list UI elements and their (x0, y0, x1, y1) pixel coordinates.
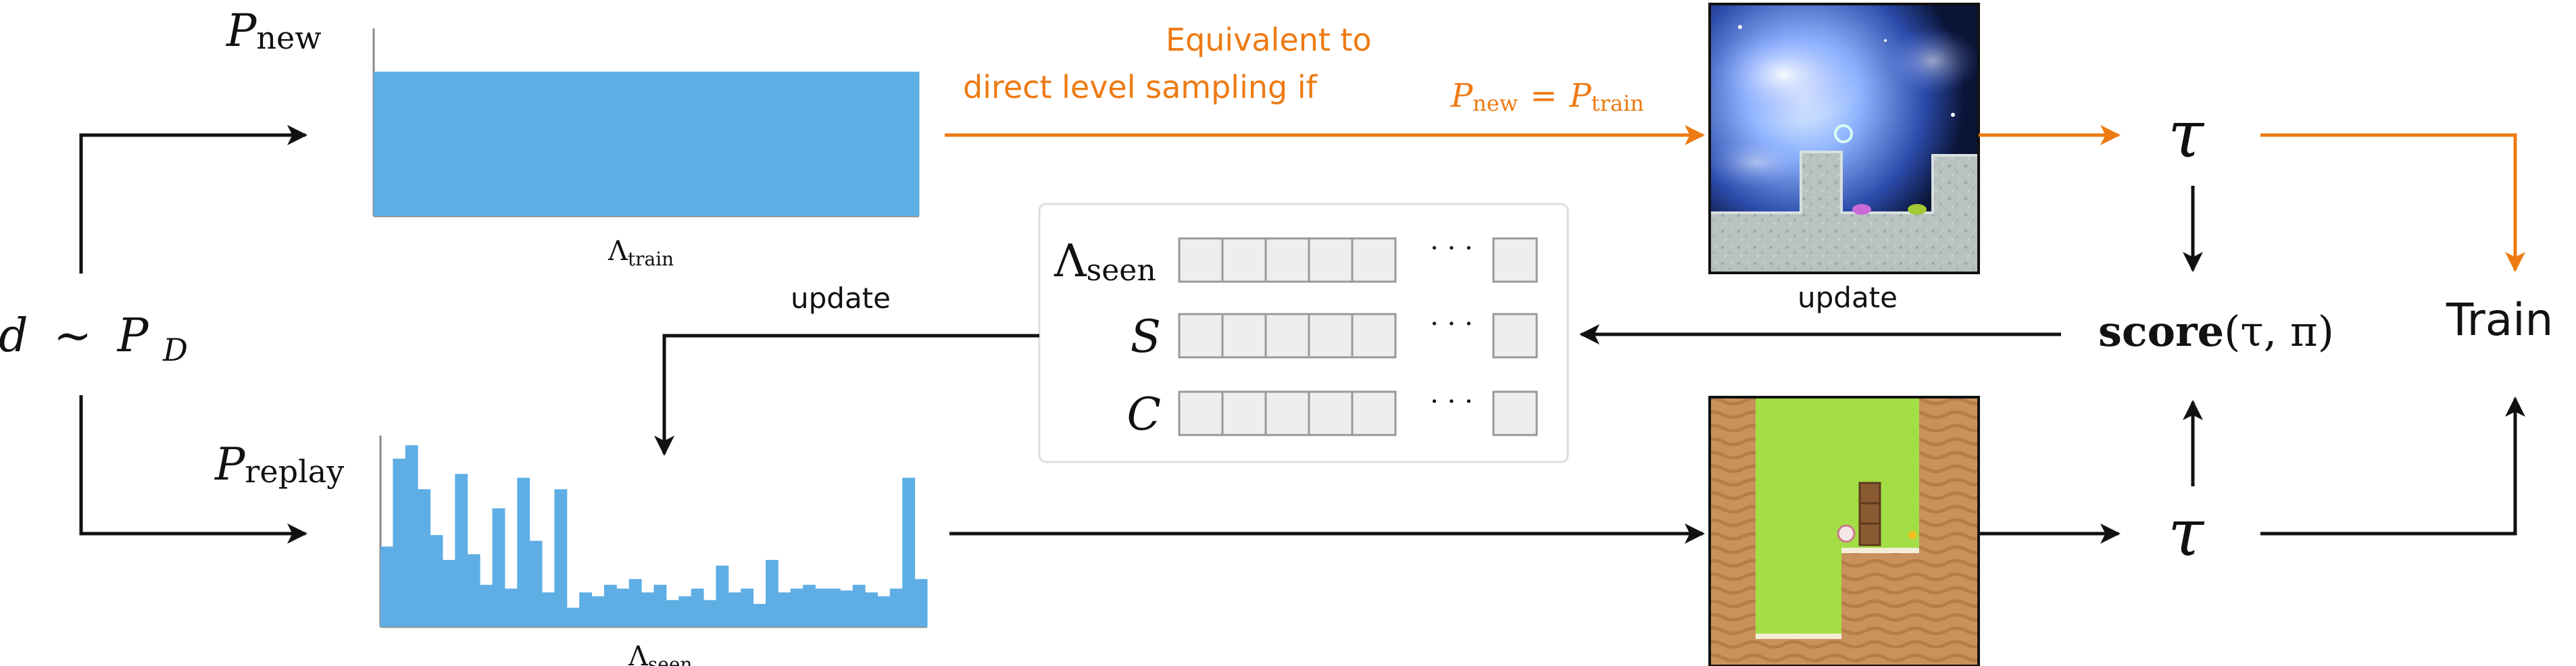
update-label-top: update (1798, 281, 1898, 314)
bar (653, 584, 667, 627)
bar (616, 588, 630, 627)
tau-top: τ (2168, 97, 2205, 172)
bar (492, 508, 505, 627)
source-distribution-label: d ∼ P D (0, 309, 188, 368)
bar (666, 600, 679, 627)
bar (542, 592, 555, 627)
arrow-to-preplay (79, 395, 307, 544)
level-buffer: Λseen · · · S · · · C · · · (1038, 203, 1569, 463)
preplay-chart: Preplay Λseen (214, 436, 928, 666)
bar (603, 584, 617, 627)
bar (517, 478, 530, 627)
equivalence-annotation: Equivalent to direct level sampling if P… (963, 22, 1644, 116)
buffer-cell (1264, 313, 1310, 359)
bar (703, 600, 716, 627)
bar (877, 596, 891, 627)
buffer-ellipsis: · · · (1430, 233, 1473, 264)
bar (529, 540, 543, 627)
buffer-cell (1351, 237, 1397, 283)
buffer-rows: Λseen · · · S · · · C · · · (1054, 233, 1538, 440)
buffer-ellipsis: · · · (1430, 309, 1473, 340)
train-label: Train (2446, 294, 2553, 346)
bar (753, 604, 766, 627)
bar (840, 590, 853, 627)
bar (914, 579, 928, 627)
bar (902, 478, 916, 627)
buffer-cell (1308, 390, 1354, 436)
buffer-cell (1351, 390, 1397, 436)
buffer-cell (1178, 237, 1224, 283)
bottom-level-image (1708, 396, 1980, 666)
buffer-cell (1221, 237, 1267, 283)
bar (827, 588, 841, 627)
preplay-label: Preplay (214, 438, 344, 490)
bar (765, 559, 778, 627)
bar (380, 546, 393, 627)
bar (442, 559, 455, 627)
bar (405, 445, 418, 627)
bar (641, 592, 654, 627)
buffer-cell (1264, 390, 1310, 436)
bar (504, 588, 518, 627)
buffer-cell (1308, 237, 1354, 283)
bar (374, 72, 920, 217)
buffer-cell (1308, 313, 1354, 359)
lambda-train-label: Λtrain (608, 236, 674, 270)
bar (480, 584, 493, 627)
bar (554, 489, 568, 627)
buffer-cell (1221, 390, 1267, 436)
equiv-equation: Pnew = Ptrain (1450, 77, 1644, 116)
arrow-to-pnew (79, 125, 307, 274)
bar (393, 458, 406, 627)
svg-text:d ∼ P D: d ∼ P D (0, 309, 188, 368)
orange-arrow-to-train (2260, 133, 2525, 272)
buffer-cell (1221, 313, 1267, 359)
buffer-row-label: Λseen (1054, 235, 1156, 288)
bar (778, 592, 791, 627)
bar (591, 596, 605, 627)
top-level-image (1703, 3, 1980, 274)
bar (418, 489, 431, 627)
bar (865, 592, 878, 627)
bar (852, 584, 866, 627)
bar (579, 592, 593, 627)
equiv-line2: direct level sampling if (963, 69, 1318, 105)
score-function-label: score(τ, π) (2098, 307, 2334, 356)
tau-bottom: τ (2168, 495, 2205, 571)
equiv-line1: Equivalent to (1166, 22, 1372, 58)
bar (803, 584, 816, 627)
preplay-bars (380, 445, 928, 627)
buffer-cell-last (1492, 390, 1538, 436)
arrow-buffer-to-replay (654, 334, 1039, 456)
buffer-row-label: C (1127, 388, 1162, 440)
buffer-cell (1178, 313, 1224, 359)
update-label-left: update (791, 282, 891, 315)
bar (728, 592, 741, 627)
buffer-cell (1178, 390, 1224, 436)
bar (716, 565, 729, 627)
buffer-row-label: S (1131, 311, 1161, 363)
buffer-cell-last (1492, 313, 1538, 359)
bar (889, 588, 903, 627)
arrow-bottom-to-train (2260, 396, 2525, 536)
bar (790, 588, 803, 627)
pnew-chart: Pnew Λtrain (226, 5, 920, 270)
pnew-label: Pnew (226, 5, 322, 57)
bar (741, 588, 754, 627)
bar (467, 554, 480, 627)
bar (678, 596, 692, 627)
bar (455, 473, 468, 627)
buffer-cell-last (1492, 237, 1538, 283)
buffer-ellipsis: · · · (1430, 386, 1473, 417)
bar (691, 588, 704, 627)
lambda-seen-label: Λseen (628, 641, 692, 666)
buffer-cell (1264, 237, 1310, 283)
bar (566, 607, 580, 627)
bar (628, 579, 642, 627)
bar (815, 588, 828, 627)
buffer-cell (1351, 313, 1397, 359)
bar (430, 535, 443, 627)
pnew-bars (374, 72, 920, 217)
